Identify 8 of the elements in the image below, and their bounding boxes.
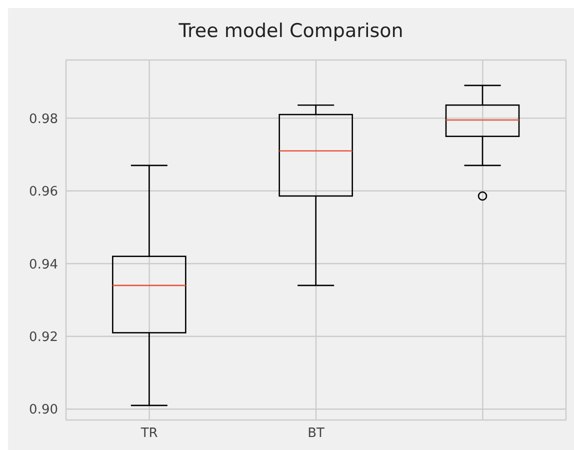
chart-title: Tree model Comparison xyxy=(178,19,404,44)
x-tick-label: BT xyxy=(308,426,324,442)
y-tick-label: 0.98 xyxy=(29,112,58,127)
x-tick-label: TR xyxy=(140,426,158,442)
y-tick-label: 0.96 xyxy=(29,184,58,200)
y-tick-label: 0.92 xyxy=(29,330,58,345)
y-tick-label: 0.94 xyxy=(29,257,58,272)
y-tick-label: 0.90 xyxy=(29,402,58,418)
